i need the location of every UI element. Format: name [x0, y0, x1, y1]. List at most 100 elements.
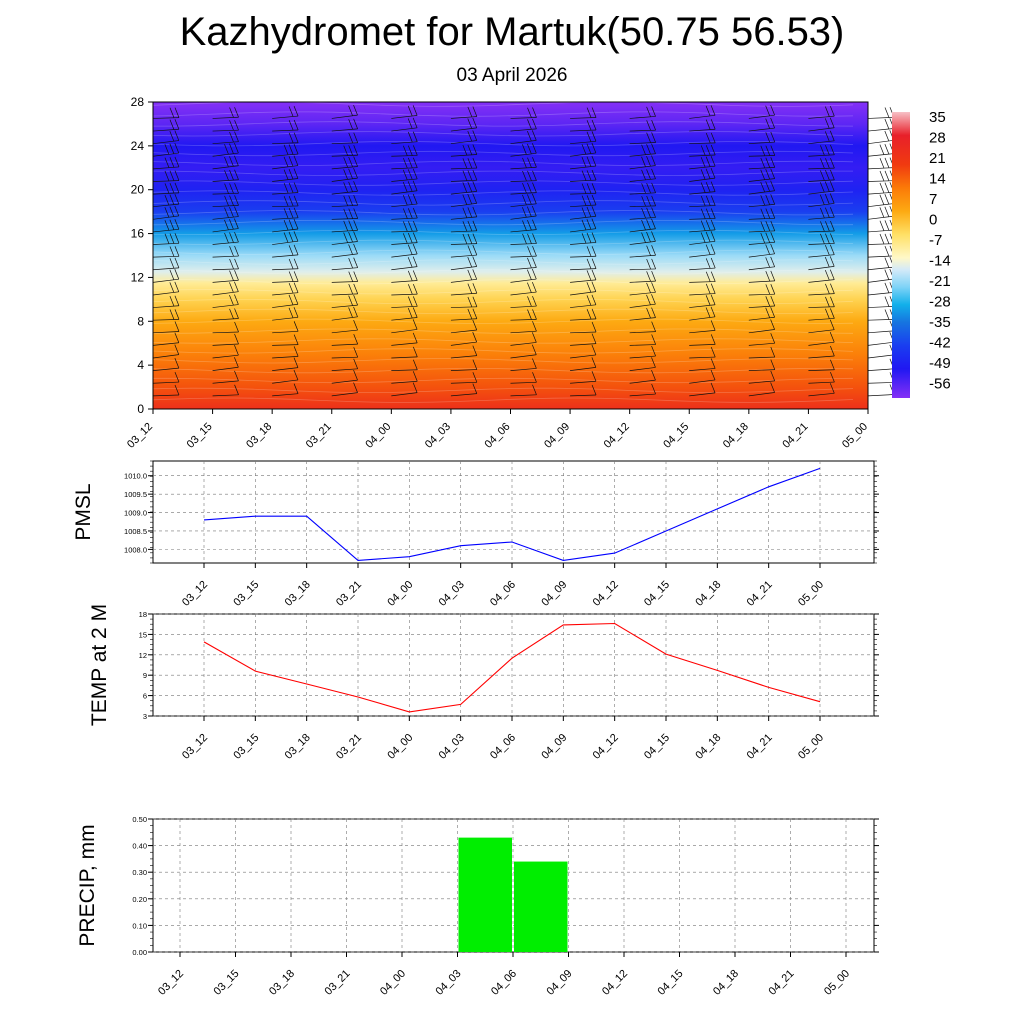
wind-barb: [510, 205, 537, 220]
temp-panel-ylabel: TEMP at 2 M: [88, 604, 111, 726]
wind-barb: [748, 270, 776, 283]
wind-barb: [152, 357, 180, 371]
y-tick-label: 0.00: [132, 948, 147, 957]
colorbar-label: 28: [929, 130, 946, 147]
wind-barb: [689, 346, 716, 359]
wind-barb: [570, 321, 597, 334]
wind-barb: [689, 358, 716, 371]
wind-barb: [629, 383, 656, 397]
y-tick-label: 18: [139, 610, 147, 619]
contour-line: [152, 131, 854, 137]
wind-barb: [867, 233, 895, 245]
x-tick-label: 04_00: [378, 968, 408, 998]
y-tick-label: 24: [131, 139, 145, 153]
x-tick-label: 04_12: [591, 732, 621, 762]
contour-line: [152, 348, 854, 354]
wind-barb: [570, 357, 597, 371]
wind-barb: [152, 130, 180, 145]
wind-barb: [331, 168, 358, 182]
wind-barb: [331, 369, 358, 384]
wind-barb: [152, 321, 180, 334]
wind-barb: [867, 245, 895, 258]
y-tick-label: 0.30: [132, 868, 147, 877]
wind-barb: [391, 346, 418, 359]
wind-barb: [152, 182, 180, 195]
wind-barb: [629, 143, 656, 157]
wind-barb: [570, 183, 597, 195]
x-tick-label: 04_03: [437, 579, 467, 609]
wind-barb: [272, 195, 299, 208]
wind-barb: [808, 130, 835, 145]
wind-barb: [450, 256, 478, 271]
wind-barb: [391, 359, 418, 371]
wind-barb: [689, 181, 716, 195]
x-tick-label: 03_15: [185, 421, 215, 451]
wind-barb: [689, 320, 716, 334]
wind-barb: [689, 257, 716, 271]
wind-barb: [510, 130, 537, 145]
wind-barb: [867, 344, 895, 359]
x-tick-label: 04_18: [711, 968, 741, 998]
wind-barb: [391, 243, 418, 258]
wind-barb: [391, 332, 418, 346]
wind-barb: [570, 155, 597, 170]
wind-barb: [152, 371, 180, 384]
x-tick-label: 04_15: [661, 421, 691, 451]
wind-barb: [689, 195, 716, 208]
contour-line: [152, 289, 854, 295]
wind-barb: [272, 207, 299, 220]
y-tick-label: 16: [131, 227, 145, 241]
wind-barb: [391, 193, 418, 208]
wind-barb: [867, 320, 895, 334]
wind-barb: [152, 281, 180, 296]
contour-line: [152, 338, 854, 344]
wind-barb: [570, 218, 597, 233]
wind-barb: [510, 193, 537, 208]
contour-line: [152, 190, 854, 196]
wind-barb: [272, 346, 299, 359]
x-tick-label: 04_06: [488, 579, 518, 609]
wind-barb: [212, 169, 239, 182]
wind-barb: [808, 169, 835, 182]
wind-barb: [331, 195, 359, 208]
contour-line: [152, 358, 854, 364]
wind-barb: [808, 283, 835, 296]
wind-barb: [629, 120, 656, 132]
wind-barb: [152, 384, 180, 397]
wind-barb: [689, 119, 716, 132]
wind-barb: [450, 206, 478, 220]
y-tick-label: 1008.5: [124, 527, 147, 536]
wind-barb: [867, 372, 895, 384]
wind-barb: [689, 306, 716, 321]
wind-barb: [212, 384, 239, 397]
x-tick-label: 03_18: [244, 421, 274, 451]
contour-line: [152, 210, 854, 216]
colorbar-label: -35: [929, 314, 951, 331]
wind-barb: [331, 347, 359, 359]
chart-subtitle: 03 April 2026: [456, 65, 568, 86]
y-tick-label: 1010.0: [124, 472, 147, 481]
x-tick-label: 04_15: [656, 968, 686, 998]
y-tick-label: 8: [137, 314, 144, 328]
wind-barb: [629, 231, 656, 245]
wind-barb: [391, 157, 418, 170]
wind-barb: [629, 106, 656, 119]
wind-barb: [450, 359, 478, 371]
wind-barb: [629, 168, 656, 182]
wind-barb: [867, 107, 895, 119]
wind-barb: [748, 208, 776, 220]
x-tick-label: 04_15: [642, 579, 672, 609]
wind-barb: [450, 283, 478, 296]
wind-barb: [152, 246, 180, 258]
wind-barb: [212, 206, 239, 220]
wind-barb: [450, 244, 478, 258]
wind-barb: [272, 143, 299, 157]
wind-barb: [272, 334, 299, 346]
wind-barb: [510, 268, 537, 283]
x-tick-label: 03_21: [334, 579, 364, 609]
wind-barb: [748, 382, 775, 397]
y-tick-label: 28: [131, 95, 145, 109]
contour-line: [152, 367, 854, 374]
wind-barb: [867, 268, 895, 283]
wind-barb: [689, 167, 716, 182]
